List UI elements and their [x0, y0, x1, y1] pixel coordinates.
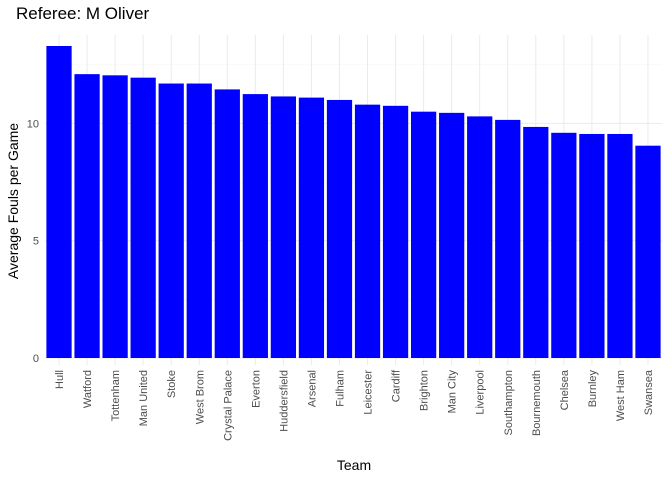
bar-huddersfield — [270, 96, 297, 358]
x-tick-label: Hull — [54, 370, 66, 389]
bar-liverpool — [467, 116, 493, 358]
bar-tottenham — [102, 75, 128, 358]
bar-crystal-palace — [214, 89, 240, 359]
bar-man-city — [439, 112, 465, 358]
x-tick-label: Burnley — [587, 370, 599, 408]
bar-everton — [242, 94, 268, 358]
bars — [46, 46, 661, 359]
bar-cardiff — [382, 105, 409, 358]
x-tick-label: West Ham — [615, 370, 627, 421]
x-tick-label: Leicester — [363, 370, 375, 415]
bar-arsenal — [298, 97, 325, 359]
x-tick-label: Bournemouth — [531, 370, 543, 436]
bar-southampton — [495, 119, 521, 358]
x-axis-ticks: Hull Watford Tottenham Man United Stoke West … — [54, 369, 655, 441]
x-tick-label: Fulham — [334, 370, 346, 407]
bar-hull — [46, 46, 72, 358]
y-axis-title: Average Fouls per Game — [5, 123, 21, 279]
x-tick-label: Brighton — [419, 370, 431, 411]
chart-title: Referee: M Oliver — [16, 4, 150, 23]
x-tick-label: Swansea — [643, 369, 655, 415]
x-tick-label: Stoke — [166, 370, 178, 398]
x-tick-label: Huddersfield — [278, 370, 290, 432]
bar-stoke — [158, 83, 184, 358]
bar-chelsea — [551, 132, 577, 358]
x-axis-title: Team — [337, 457, 371, 473]
y-tick-label: 10 — [27, 118, 39, 130]
bar-brighton — [410, 111, 437, 359]
y-axis-ticks: 0 5 10 — [27, 118, 39, 365]
bar-burnley — [579, 133, 605, 358]
x-tick-label: Chelsea — [559, 369, 571, 410]
x-tick-label: Crystal Palace — [222, 370, 234, 441]
bar-west-brom — [186, 83, 212, 358]
bar-west-ham — [607, 133, 633, 358]
x-tick-label: Man United — [138, 370, 150, 426]
x-tick-label: Liverpool — [475, 370, 487, 415]
y-tick-label: 0 — [33, 353, 39, 365]
x-tick-label: Watford — [82, 370, 94, 408]
bar-leicester — [354, 104, 381, 359]
x-tick-label: Arsenal — [306, 370, 318, 407]
x-tick-label: Tottenham — [110, 370, 122, 421]
x-tick-label: Cardiff — [391, 369, 403, 402]
x-tick-label: Everton — [250, 370, 262, 408]
x-tick-label: West Brom — [194, 370, 206, 424]
y-tick-label: 5 — [33, 236, 39, 248]
bar-fulham — [326, 99, 353, 358]
bar-swansea — [635, 145, 661, 358]
x-tick-label: Southampton — [503, 370, 515, 435]
x-tick-label: Man City — [447, 370, 459, 414]
bar-bournemouth — [523, 126, 549, 359]
bar-watford — [74, 74, 100, 359]
bar-man-united — [130, 77, 156, 359]
